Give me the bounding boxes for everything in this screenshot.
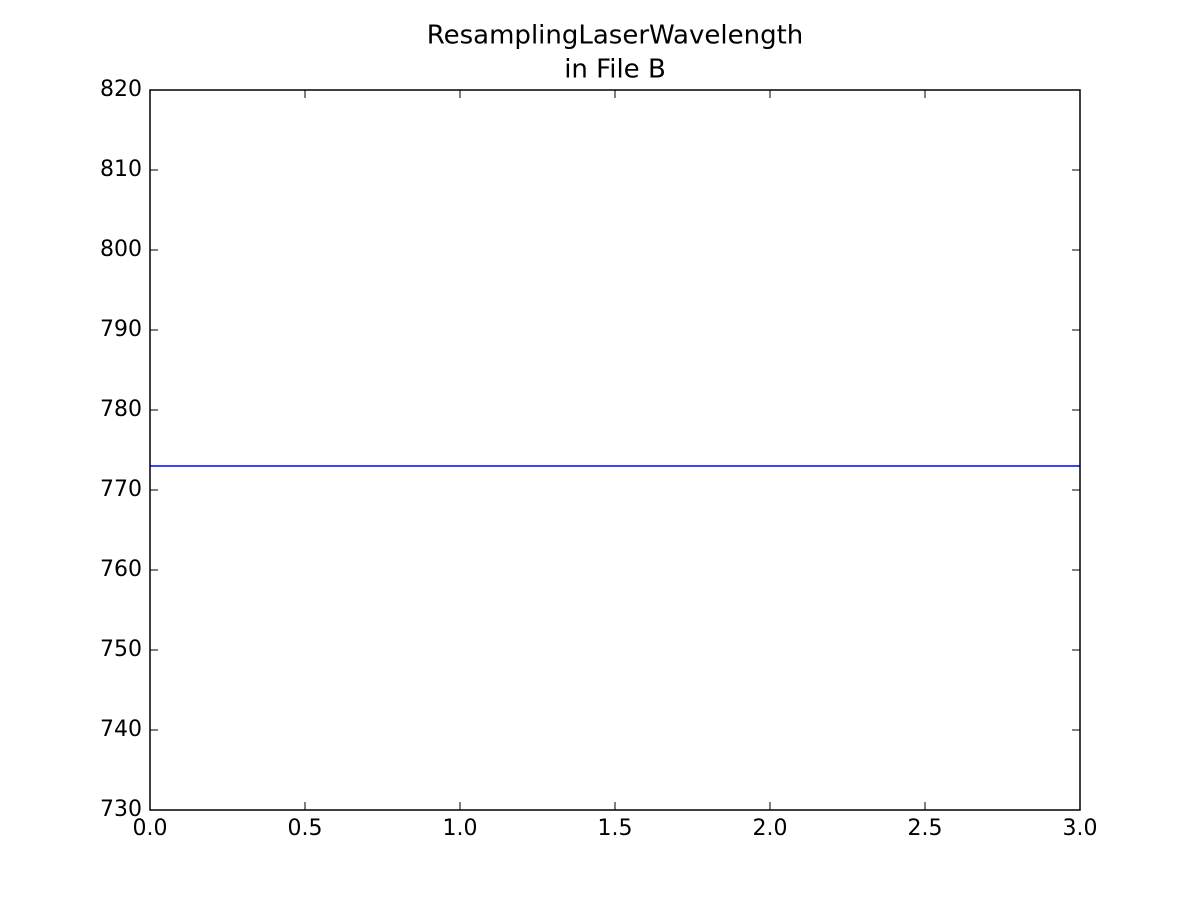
x-tick-label: 2.5 — [908, 816, 943, 841]
y-tick-label: 820 — [100, 77, 142, 102]
chart-title: ResamplingLaserWavelength — [427, 21, 804, 51]
x-tick-label: 1.5 — [598, 816, 633, 841]
y-tick-label: 790 — [100, 317, 142, 342]
y-tick-label: 760 — [100, 557, 142, 582]
y-tick-label: 750 — [100, 637, 142, 662]
x-tick-label: 3.0 — [1063, 816, 1098, 841]
x-tick-label: 0.5 — [288, 816, 323, 841]
y-tick-label: 770 — [100, 477, 142, 502]
chart-title: in File B — [564, 55, 666, 85]
y-tick-label: 740 — [100, 717, 142, 742]
x-tick-label: 2.0 — [753, 816, 788, 841]
y-tick-label: 800 — [100, 237, 142, 262]
y-tick-label: 780 — [100, 397, 142, 422]
x-tick-label: 1.0 — [443, 816, 478, 841]
y-tick-label: 810 — [100, 157, 142, 182]
x-tick-label: 0.0 — [133, 816, 168, 841]
y-tick-label: 730 — [100, 797, 142, 822]
plot-frame — [149, 89, 1081, 811]
